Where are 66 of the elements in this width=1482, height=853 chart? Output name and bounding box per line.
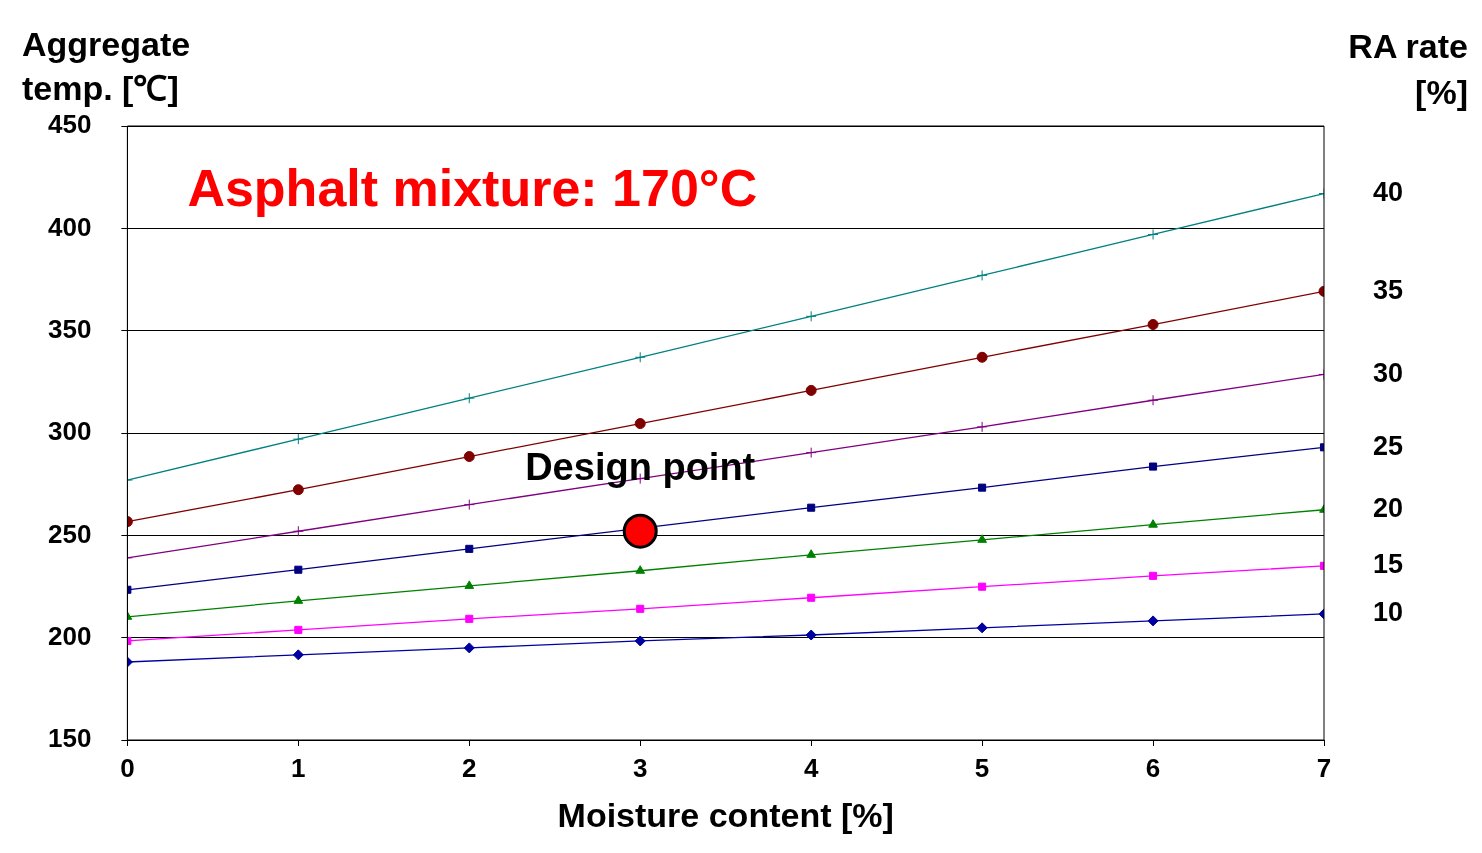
annotation: Asphalt mixture: 170°C (187, 159, 758, 217)
point (292, 433, 304, 445)
point (463, 499, 475, 511)
point (634, 635, 646, 647)
point (807, 503, 816, 512)
y-tick-label: 400 (47, 211, 92, 242)
point (978, 582, 987, 591)
y-tick-label: 350 (47, 313, 92, 344)
series-label: 15 (1372, 549, 1404, 580)
x-tick-label: 1 (291, 752, 306, 783)
point (465, 614, 474, 623)
point (635, 565, 646, 574)
x-tick-label: 5 (974, 752, 990, 783)
series-label: 35 (1372, 274, 1404, 305)
point (806, 549, 816, 558)
point (463, 642, 475, 654)
point (805, 447, 817, 459)
point (636, 604, 645, 613)
y-tick-label: 150 (47, 723, 92, 754)
point (292, 484, 304, 496)
point (1149, 462, 1158, 471)
point (805, 629, 817, 641)
point (292, 649, 304, 661)
point (465, 544, 474, 553)
y-tick-label: 300 (47, 416, 92, 447)
point (294, 565, 303, 574)
point (294, 625, 303, 634)
x-tick-label: 0 (120, 752, 135, 783)
series-label: 20 (1372, 493, 1404, 524)
point (463, 451, 475, 463)
point (977, 534, 987, 543)
y-tick-label: 250 (47, 518, 92, 549)
x-tick-label: 4 (803, 752, 819, 783)
x-tick-label: 2 (462, 752, 477, 783)
point (463, 392, 475, 404)
point (634, 351, 646, 363)
series-label: 40 (1372, 176, 1404, 207)
point (976, 269, 988, 281)
point (464, 580, 475, 589)
point (1147, 319, 1159, 331)
point (1147, 394, 1159, 406)
x-tick-label: 6 (1145, 752, 1161, 783)
y-tick-label: 450 (47, 109, 92, 140)
point (978, 483, 987, 492)
point (976, 622, 988, 634)
point (1148, 519, 1158, 528)
point (1147, 228, 1159, 240)
series-label: 30 (1372, 357, 1404, 388)
point (1149, 571, 1158, 580)
y2-axis-title: RA rate [%] (1348, 27, 1468, 111)
point (805, 384, 817, 396)
point (976, 421, 988, 433)
y-tick-label: 200 (47, 620, 92, 651)
point (807, 593, 816, 602)
point (293, 595, 304, 604)
point (1147, 615, 1159, 627)
x-tick-label: 7 (1316, 752, 1332, 783)
series-label: 10 (1372, 597, 1404, 628)
y-axis-title: Aggregate temp. [℃] (22, 25, 191, 107)
point (805, 310, 817, 322)
x-tick-label: 3 (632, 752, 648, 783)
point (976, 351, 988, 363)
point (634, 418, 646, 430)
x-axis-title: Moisture content [%] (557, 795, 894, 834)
series-label: 25 (1372, 430, 1404, 461)
point (292, 525, 304, 537)
